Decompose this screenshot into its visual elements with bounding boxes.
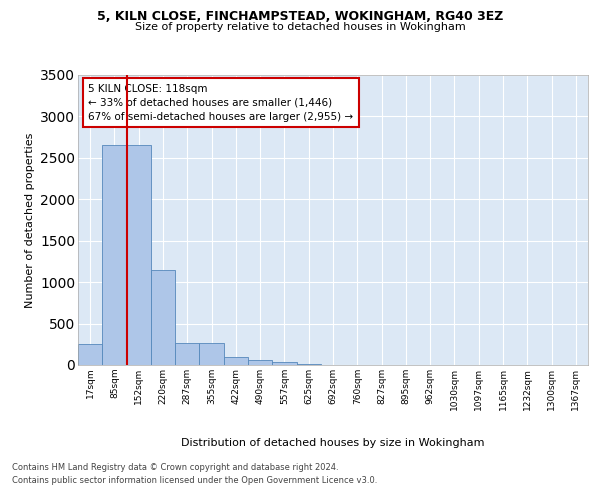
Text: Contains HM Land Registry data © Crown copyright and database right 2024.: Contains HM Land Registry data © Crown c… — [12, 464, 338, 472]
Bar — [224, 356, 248, 365]
Text: Contains public sector information licensed under the Open Government Licence v3: Contains public sector information licen… — [12, 476, 377, 485]
Bar — [272, 362, 296, 365]
Bar — [78, 344, 102, 365]
Text: 5 KILN CLOSE: 118sqm
← 33% of detached houses are smaller (1,446)
67% of semi-de: 5 KILN CLOSE: 118sqm ← 33% of detached h… — [88, 84, 353, 122]
Bar — [102, 146, 127, 365]
Bar — [127, 146, 151, 365]
Bar — [248, 360, 272, 365]
Text: Size of property relative to detached houses in Wokingham: Size of property relative to detached ho… — [134, 22, 466, 32]
Y-axis label: Number of detached properties: Number of detached properties — [25, 132, 35, 308]
Text: Distribution of detached houses by size in Wokingham: Distribution of detached houses by size … — [181, 438, 485, 448]
Bar — [199, 342, 224, 365]
Bar — [296, 364, 321, 365]
Bar — [151, 270, 175, 365]
Bar — [175, 342, 199, 365]
Text: 5, KILN CLOSE, FINCHAMPSTEAD, WOKINGHAM, RG40 3EZ: 5, KILN CLOSE, FINCHAMPSTEAD, WOKINGHAM,… — [97, 10, 503, 23]
